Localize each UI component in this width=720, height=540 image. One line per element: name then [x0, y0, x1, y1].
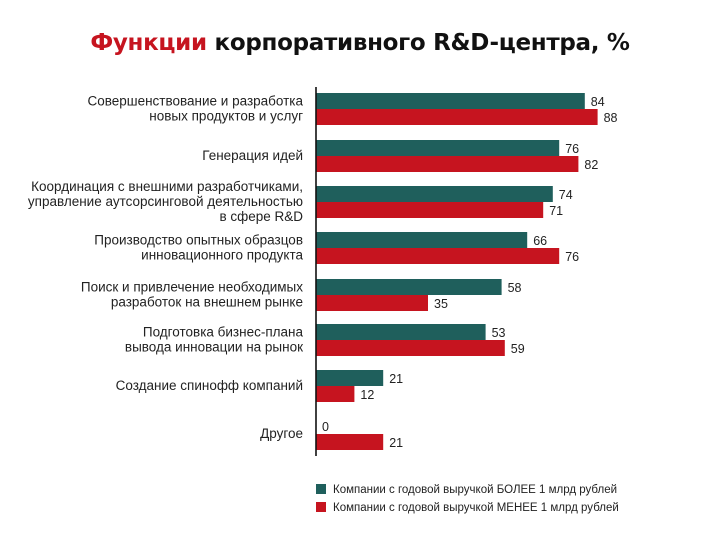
bar-more: [316, 232, 528, 248]
value-label: 21: [389, 436, 403, 450]
legend-swatch: [316, 484, 326, 494]
bar-less: [316, 386, 355, 402]
category-label: Совершенствование и разработка новых прод…: [87, 94, 303, 124]
category-label: Создание спинофф компаний: [116, 378, 303, 393]
category-label-line: Координация с внешними разработчиками,: [31, 179, 303, 194]
category-label: Другое: [260, 426, 303, 441]
bar-less: [316, 156, 579, 172]
bar-more: [316, 370, 384, 386]
category-label-line: Подготовка бизнес-плана: [143, 325, 304, 340]
bar-more: [316, 140, 560, 156]
value-label: 66: [533, 234, 547, 248]
bar-less: [316, 109, 598, 125]
category-label: Поиск и привлечение необходимых разработо…: [81, 280, 303, 310]
bar-less: [316, 202, 544, 218]
value-label: 76: [565, 142, 579, 156]
category-label-line: Поиск и привлечение необходимых: [81, 280, 303, 295]
category-label-line: Производство опытных образцов: [94, 233, 303, 248]
bar-less: [316, 434, 384, 450]
bar-more: [316, 93, 585, 109]
legend-swatch: [316, 502, 326, 512]
value-label: 35: [434, 297, 448, 311]
legend-label: Компании с годовой выручкой БОЛЕЕ 1 млрд…: [333, 484, 617, 496]
value-label: 76: [565, 250, 579, 264]
bar-less: [316, 295, 428, 311]
bar-more: [316, 324, 486, 340]
legend-label: Компании с годовой выручкой МЕНЕЕ 1 млрд…: [333, 502, 619, 514]
category-label: Генерация идей: [202, 148, 303, 163]
value-label: 74: [559, 188, 573, 202]
category-label-line: в сфере R&D: [219, 209, 303, 224]
category-label-line: разработок на внешнем рынке: [111, 295, 303, 310]
value-label: 58: [508, 281, 522, 295]
value-label: 84: [591, 95, 605, 109]
category-label-line: Другое: [260, 426, 303, 441]
category-label-line: вывода инновации на рынок: [125, 340, 303, 355]
value-label: 0: [322, 420, 329, 434]
value-label: 53: [492, 326, 506, 340]
bar-less: [316, 248, 560, 264]
category-label: Координация с внешними разработчиками, уп…: [28, 179, 303, 224]
category-label-line: Совершенствование и разработка: [87, 94, 303, 109]
value-label: 21: [389, 372, 403, 386]
value-label: 88: [604, 111, 618, 125]
bar-more: [316, 186, 553, 202]
category-label-line: инновационного продукта: [141, 248, 303, 263]
title-accent: Функции: [90, 30, 207, 56]
value-label: 12: [360, 388, 374, 402]
title-rest: корпоративного R&D-центра, %: [206, 30, 630, 56]
category-label-line: управление аутсорсинговой деятельностью: [28, 194, 303, 209]
value-label: 71: [549, 204, 563, 218]
category-label-line: новых продуктов и услуг: [149, 109, 303, 124]
value-label: 82: [584, 158, 598, 172]
category-label: Производство опытных образцов инновационн…: [94, 233, 303, 263]
category-label: Подготовка бизнес-плана вывода инновации …: [125, 325, 304, 355]
value-label: 59: [511, 342, 525, 356]
category-label-line: Создание спинофф компаний: [116, 378, 303, 393]
category-label-line: Генерация идей: [202, 148, 303, 163]
bar-more: [316, 279, 502, 295]
page-title: Функции корпоративного R&D-центра, %: [0, 30, 720, 56]
bar-less: [316, 340, 505, 356]
